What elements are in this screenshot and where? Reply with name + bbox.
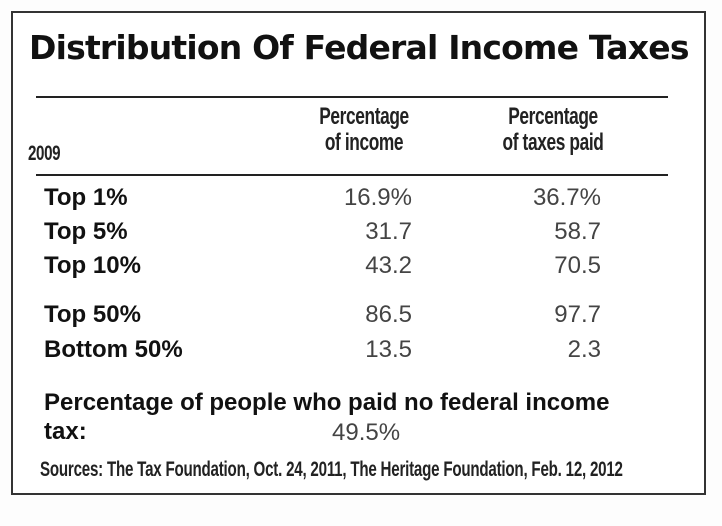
table-row: Top 50% 86.5 97.7	[0, 301, 722, 331]
no-tax-value: 49.5%	[332, 419, 401, 446]
income-cell: 31.7	[365, 218, 412, 245]
taxes-cell: 97.7	[554, 301, 601, 328]
row-label: Top 5%	[44, 218, 128, 245]
table-row: Top 5% 31.7 58.7	[0, 218, 722, 248]
income-cell: 16.9%	[343, 184, 412, 211]
table-row: Top 10% 43.2 70.5	[0, 252, 722, 282]
income-column-header: Percentage of income	[269, 104, 459, 156]
row-label: Top 50%	[44, 301, 141, 328]
taxes-cell: 58.7	[554, 218, 601, 245]
taxes-header-line-1: Percentage	[508, 103, 598, 130]
taxes-cell: 70.5	[554, 252, 601, 279]
taxes-column-header: Percentage of taxes paid	[458, 104, 648, 156]
row-label: Top 1%	[44, 184, 128, 211]
title-divider	[36, 96, 668, 98]
row-label: Bottom 50%	[44, 336, 183, 363]
taxes-cell: 36.7%	[532, 184, 601, 211]
income-header-line-2: of income	[324, 129, 404, 156]
no-tax-note: Percentage of people who paid no federal…	[44, 389, 610, 445]
table-title: Distribution Of Federal Income Taxes	[29, 28, 690, 67]
income-cell: 13.5	[365, 336, 412, 363]
income-cell: 43.2	[365, 252, 412, 279]
income-cell: 86.5	[365, 301, 412, 328]
header-divider	[36, 174, 668, 176]
sources-footnote: Sources: The Tax Foundation, Oct. 24, 20…	[40, 458, 623, 481]
table-frame	[11, 11, 706, 495]
taxes-header-line-2: of taxes paid	[502, 129, 604, 156]
year-label: 2009	[28, 142, 61, 165]
table-row: Top 1% 16.9% 36.7%	[0, 184, 722, 214]
taxes-cell: 2.3	[567, 336, 601, 363]
income-header-line-1: Percentage	[319, 103, 409, 130]
row-label: Top 10%	[44, 252, 141, 279]
table-row: Bottom 50% 13.5 2.3	[0, 336, 722, 366]
